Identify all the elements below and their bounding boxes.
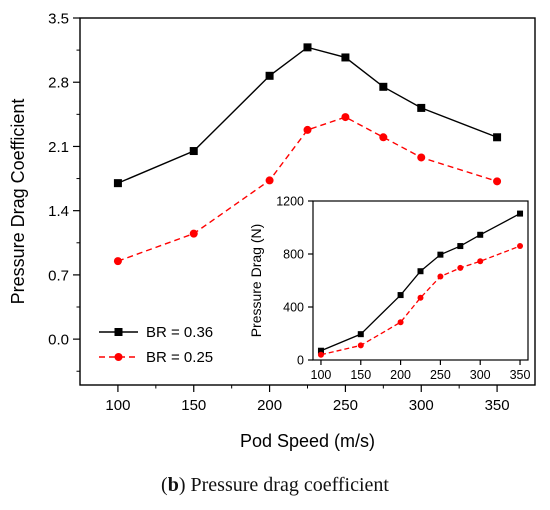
inset-x-tick-label: 150 [350,368,371,382]
inset-series-2-point [397,319,404,326]
series-2-point [417,153,426,162]
inset-series-1-point [517,210,524,217]
series-2-point [189,229,198,238]
series-1-point [341,53,350,62]
y-axis-label: Pressure Drag Coefficient [8,99,28,305]
series-1-point [417,103,426,112]
legend-label: BR = 0.36 [146,324,213,341]
inset-y-tick-label: 800 [283,248,304,262]
inset-series-1-point [397,292,404,299]
legend-label: BR = 0.25 [146,349,213,366]
series-1-point [493,133,502,142]
series-2-point [303,125,312,134]
inset-series-1-point [437,251,444,258]
inset-series-2-point [477,258,484,265]
inset-x-tick-label: 100 [311,368,332,382]
inset-series-line-1 [320,213,521,352]
inset-y-axis-label: Pressure Drag (N) [248,224,264,338]
series-2-point [379,133,388,142]
inset-series-1-point [357,331,364,338]
inset-x-tick-label: 350 [510,368,531,382]
inset-x-tick-label: 250 [430,368,451,382]
caption-letter: b [167,474,179,496]
series-2-point [341,113,350,122]
inset-series-2-point [457,264,464,271]
inset-series-line-2 [320,245,521,356]
inset-plot-frame [312,200,529,361]
y-tick-label: 3.5 [48,10,69,27]
inset-x-tick-label: 300 [470,368,491,382]
x-tick-label: 200 [257,397,282,414]
x-tick-label: 150 [181,397,206,414]
inset-series-1-point [457,243,464,250]
series-line-2 [117,116,498,262]
y-tick-label: 0.7 [48,267,69,284]
figure-caption: (b) Pressure drag coefficient [161,474,389,496]
series-2-point [113,257,122,266]
inset-y-tick-label: 400 [283,301,304,315]
x-tick-label: 300 [409,397,434,414]
series-line-1 [117,46,498,184]
series-1-point [189,147,198,156]
inset-series-2-point [317,351,324,358]
inset-y-tick-label: 0 [297,354,304,368]
x-tick-label: 350 [485,397,510,414]
y-tick-label: 1.4 [48,203,69,220]
caption-text: Pressure drag coefficient [190,474,389,496]
series-1-point [379,82,388,91]
x-tick-label: 100 [105,397,130,414]
y-tick-label: 2.1 [48,139,69,156]
legend: BR = 0.36 BR = 0.25 [99,324,213,366]
figure-canvas: 100 150 200 250 300 350 0.0 0.7 1.4 2.1 2.8 3.5 Pod … [8,10,536,451]
inset-series-2-point [417,294,424,301]
inset-chart: 100 150 200 250 300 350 0 400 800 1200 Pressure Dr… [248,195,531,383]
inset-series-2-point [357,342,364,349]
inset-series-1-point [477,231,484,238]
series-1-point [303,43,312,52]
series-2-point [493,177,502,186]
inset-series-1-point [317,347,324,354]
x-axis-label: Pod Speed (m/s) [240,431,375,451]
inset-series-2-point [437,273,444,280]
y-tick-label: 2.8 [48,75,69,92]
x-tick-label: 250 [333,397,358,414]
series-1-point [265,71,274,80]
y-tick-label: 0.0 [48,332,69,349]
inset-y-tick-label: 1200 [276,195,304,209]
inset-series-1-point [417,268,424,275]
legend-marker [114,328,123,336]
legend-marker [114,353,123,361]
inset-series-2-point [517,243,524,250]
series-2-point [265,176,274,185]
inset-x-tick-label: 200 [390,368,411,382]
series-1-point [113,179,122,188]
